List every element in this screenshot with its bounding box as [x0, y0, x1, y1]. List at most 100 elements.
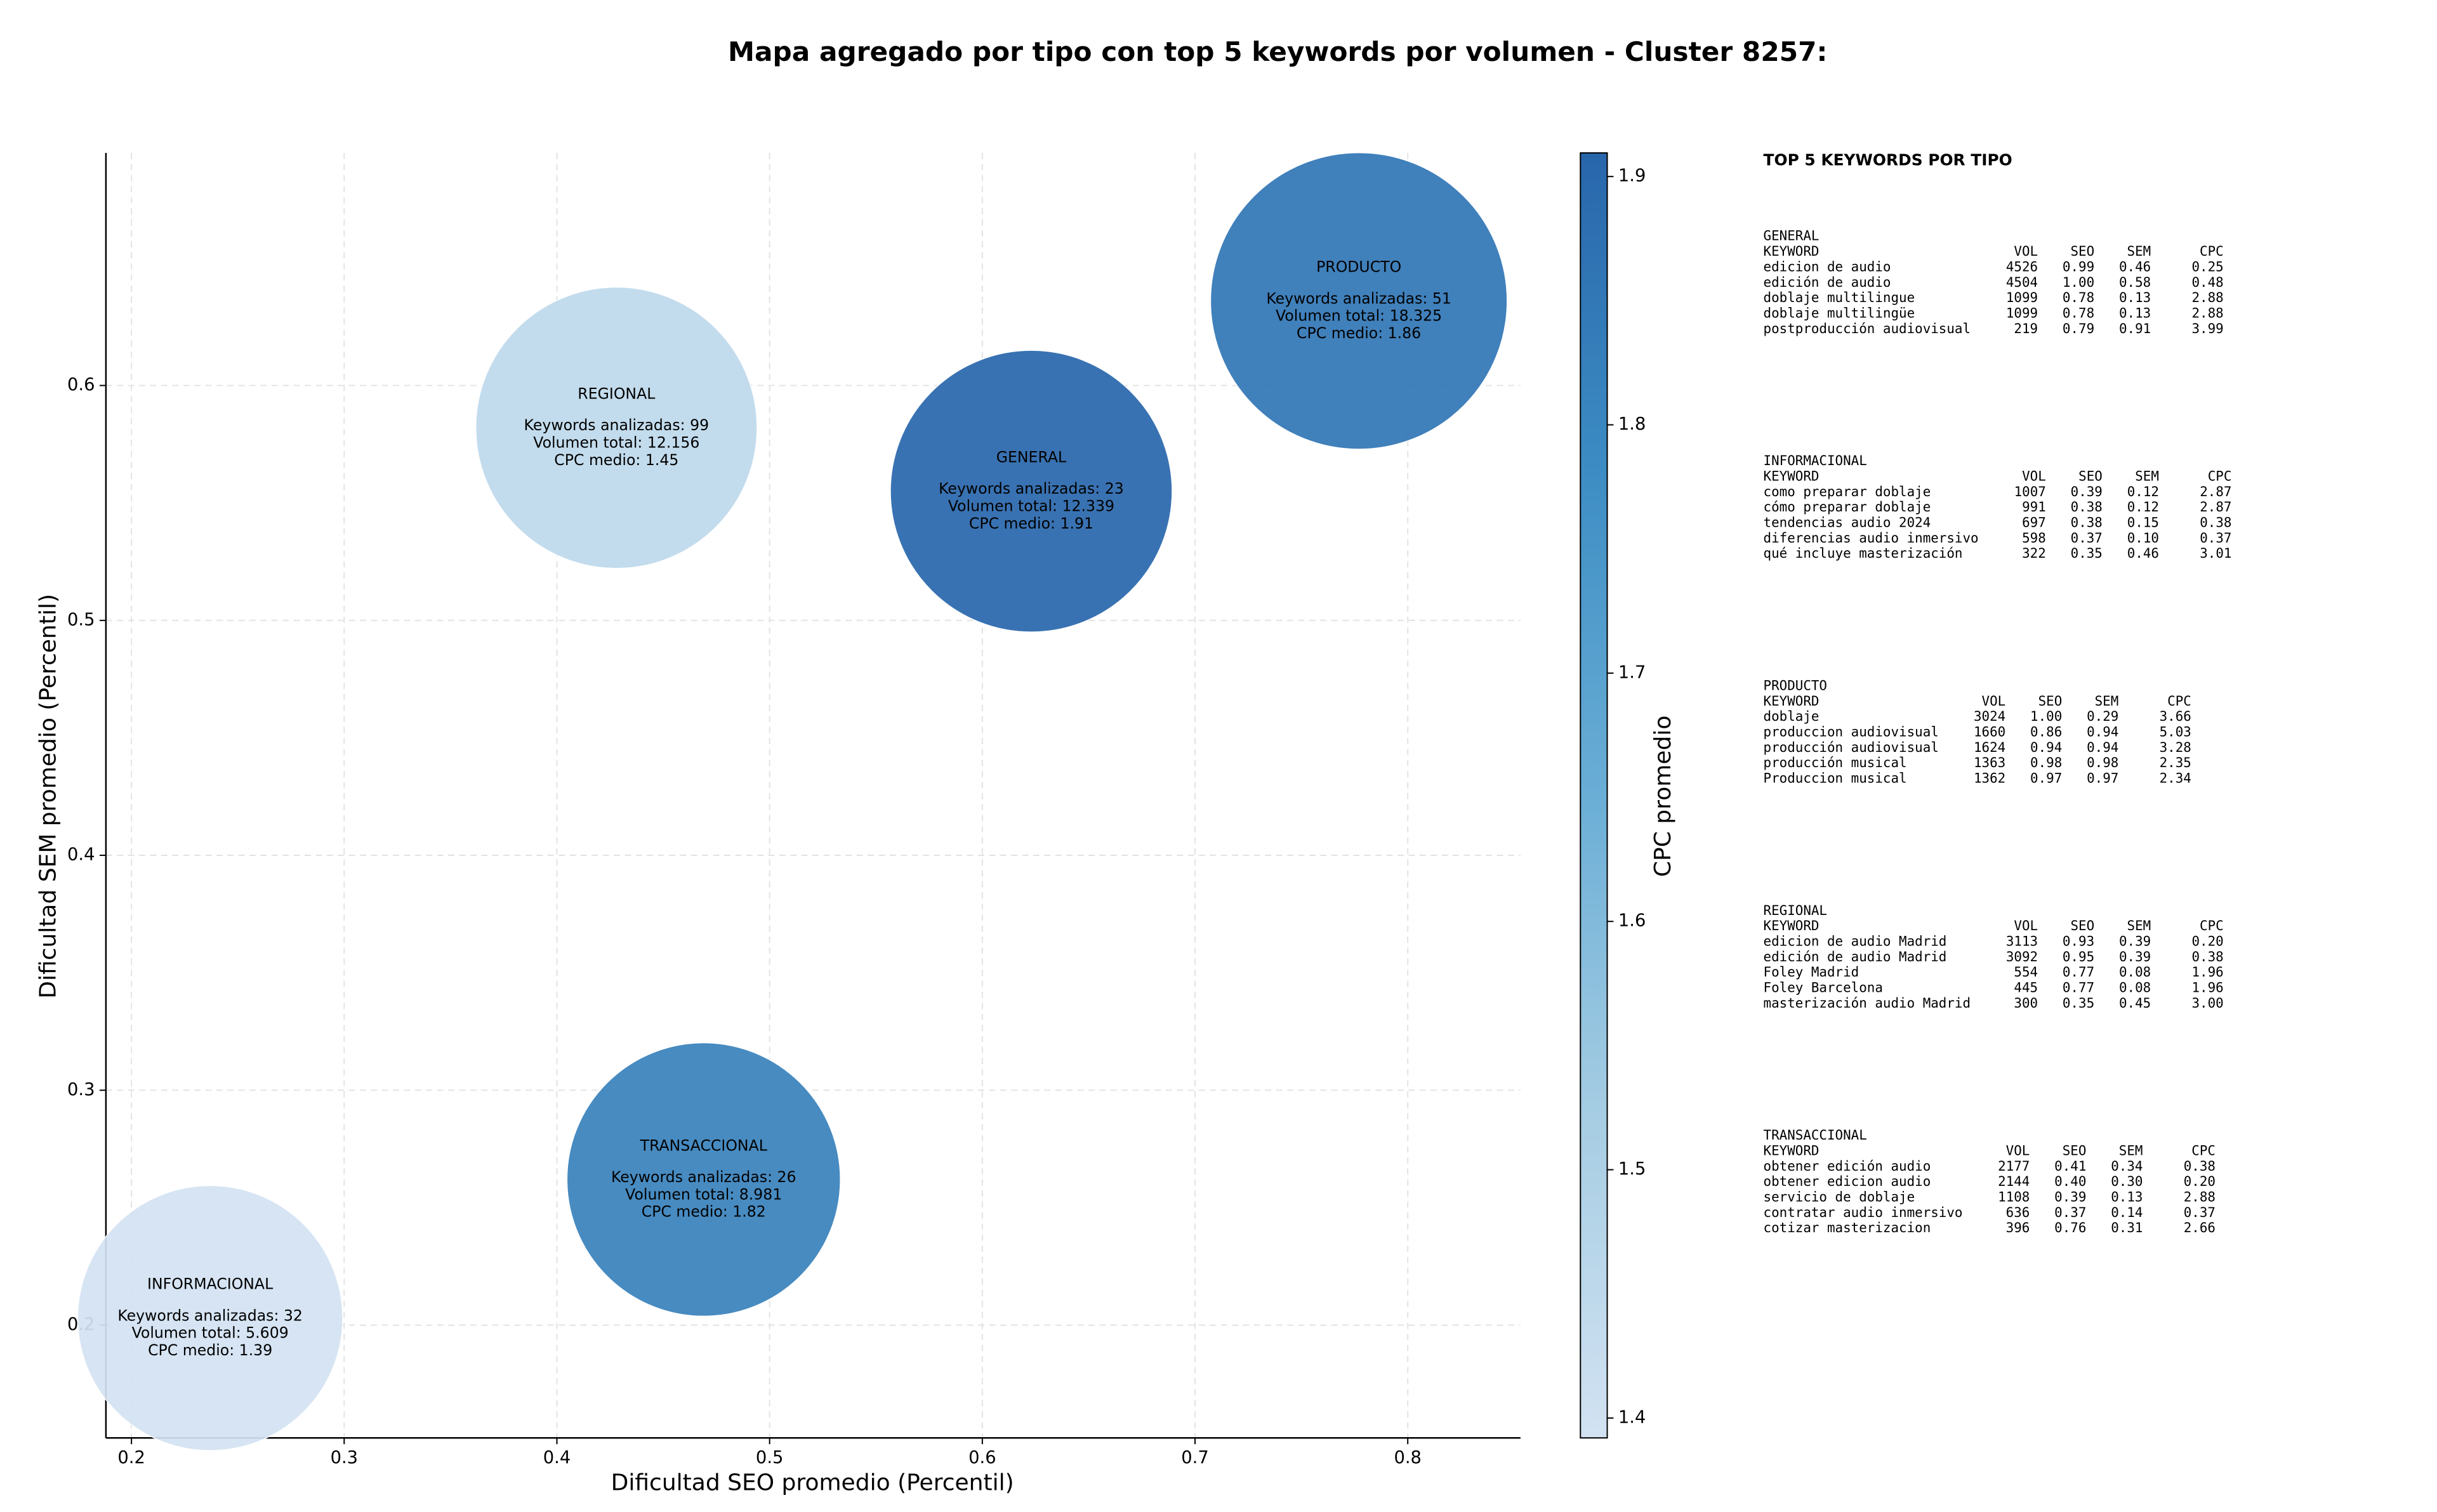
bubble-value-label: Volumen total: 18.325 — [1276, 307, 1442, 325]
bubble-value-label: Keywords analizadas: 32 — [117, 1306, 303, 1324]
table-group-name: TRANSACCIONAL — [1764, 1127, 1867, 1143]
table-cell: 1099 — [2006, 290, 2038, 305]
table-cell: SEM — [2095, 694, 2119, 709]
table-cell: 2.88 — [2191, 305, 2223, 320]
table-cell: 1.00 — [2063, 275, 2094, 290]
table-cell: diferencias audio inmersivo — [1764, 530, 1979, 546]
table-cell: 697 — [2022, 515, 2046, 530]
bubble-value-label: CPC medio: 1.45 — [554, 451, 678, 469]
table-cell: KEYWORD — [1764, 1143, 1819, 1158]
x-tick-label: 0.5 — [756, 1448, 783, 1468]
table-cell: 0.95 — [2063, 949, 2094, 964]
table-cell: 0.20 — [2191, 933, 2223, 949]
table-cell: contratar audio inmersivo — [1764, 1205, 1963, 1220]
table-cell: SEM — [2119, 1143, 2143, 1158]
table-cell: 2177 — [1998, 1159, 2030, 1174]
table-cell: postproducción audiovisual — [1764, 321, 1971, 336]
table-cell: cómo preparar doblaje — [1764, 499, 1931, 515]
table-cell: 0.40 — [2054, 1174, 2086, 1189]
table-cell: qué incluye masterización — [1764, 546, 1963, 561]
bubble-value-label: CPC medio: 1.82 — [642, 1203, 766, 1221]
colorbar-tick-label: 1.7 — [1618, 662, 1646, 682]
table-cell: 0.34 — [2111, 1159, 2143, 1174]
table-cell: edición de audio Madrid — [1764, 949, 1947, 964]
table-cell: 2.35 — [2160, 755, 2191, 770]
colorbar-tick-label: 1.9 — [1618, 166, 1646, 186]
table-cell: 991 — [2022, 499, 2046, 515]
table-cell: 0.91 — [2119, 321, 2151, 336]
table-cell: KEYWORD — [1764, 244, 1819, 259]
table-group-name: GENERAL — [1764, 228, 1819, 244]
table-cell: 322 — [2022, 546, 2046, 561]
table-cell: 4504 — [2006, 275, 2038, 290]
table-cell: 0.37 — [2054, 1205, 2086, 1220]
bubble-value-label: CPC medio: 1.91 — [969, 515, 1093, 532]
table-cell: 0.77 — [2063, 964, 2094, 980]
table-cell: 0.78 — [2063, 305, 2094, 320]
table-cell: 0.45 — [2119, 996, 2151, 1011]
table-cell: 0.48 — [2191, 275, 2223, 290]
table-cell: 3024 — [1974, 709, 2005, 724]
table-cell: 3.01 — [2200, 546, 2231, 561]
bubble-value-label: CPC medio: 1.39 — [148, 1341, 272, 1359]
table-cell: 1099 — [2006, 305, 2038, 320]
table-cell: 0.37 — [2200, 530, 2231, 546]
colorbar-tick-label: 1.8 — [1618, 414, 1646, 434]
colorbar-tick-label: 1.6 — [1618, 911, 1646, 931]
bubble-value-label: Volumen total: 8.981 — [625, 1185, 782, 1203]
bubble — [1210, 152, 1508, 450]
table-cell: 0.13 — [2119, 290, 2151, 305]
y-tick-label: 0.3 — [67, 1080, 95, 1100]
bubble — [77, 1185, 343, 1451]
table-cell: 1108 — [1998, 1190, 2030, 1205]
table-cell: 0.78 — [2063, 290, 2094, 305]
table-cell: 0.37 — [2184, 1205, 2216, 1220]
x-tick-label: 0.8 — [1394, 1448, 1421, 1468]
table-cell: SEO — [2038, 694, 2063, 709]
table-cell: CPC — [2208, 468, 2232, 483]
table-cell: 0.99 — [2063, 259, 2094, 274]
table-group-name: REGIONAL — [1764, 903, 1827, 918]
table-cell: edición de audio — [1764, 275, 1891, 290]
table-cell: obtener edición audio — [1764, 1159, 1931, 1174]
x-tick-label: 0.6 — [968, 1448, 996, 1468]
table-cell: cotizar masterizacion — [1764, 1220, 1931, 1235]
table-cell: 1007 — [2014, 484, 2046, 499]
table-cell: 0.38 — [2071, 499, 2103, 515]
table-cell: 3092 — [2006, 949, 2038, 964]
table-cell: 0.20 — [2184, 1174, 2216, 1189]
table-cell: 2.88 — [2184, 1190, 2216, 1205]
table-cell: 0.10 — [2127, 530, 2159, 546]
x-tick-label: 0.4 — [543, 1448, 571, 1468]
table-cell: 2.66 — [2184, 1220, 2216, 1235]
table-cell: 0.38 — [2200, 515, 2231, 530]
table-cell: 396 — [2006, 1220, 2030, 1235]
bubble — [890, 350, 1173, 633]
table-cell: CPC — [2200, 244, 2224, 259]
y-tick-label: 0.5 — [67, 610, 95, 629]
table-cell: 0.97 — [2030, 771, 2062, 786]
table-cell: 1624 — [1974, 740, 2005, 755]
bubble-label: INFORMACIONAL — [147, 1275, 274, 1293]
x-axis-label: Dificultad SEO promedio (Percentil) — [611, 1469, 1014, 1496]
table-cell: KEYWORD — [1764, 918, 1819, 933]
table-group-name: INFORMACIONAL — [1764, 453, 1867, 468]
table-cell: 2.34 — [2160, 771, 2191, 786]
table-cell: SEO — [2070, 244, 2094, 259]
table-cell: 0.93 — [2063, 933, 2094, 949]
table-cell: 0.12 — [2127, 499, 2159, 515]
colorbar-tick-label: 1.5 — [1618, 1159, 1646, 1179]
table-cell: 0.98 — [2030, 755, 2062, 770]
table-cell: 1.96 — [2191, 964, 2223, 980]
table-cell: 445 — [2014, 980, 2038, 996]
table-cell: SEM — [2135, 468, 2159, 483]
table-cell: Foley Barcelona — [1764, 980, 1883, 996]
table-cell: 0.46 — [2127, 546, 2159, 561]
table-cell: producción audiovisual — [1764, 740, 1939, 755]
table-title: TOP 5 KEYWORDS POR TIPO — [1764, 150, 2012, 169]
table-cell: VOL — [2022, 468, 2046, 483]
table-cell: 0.77 — [2063, 980, 2094, 996]
y-tick-label: 0.4 — [67, 845, 95, 865]
